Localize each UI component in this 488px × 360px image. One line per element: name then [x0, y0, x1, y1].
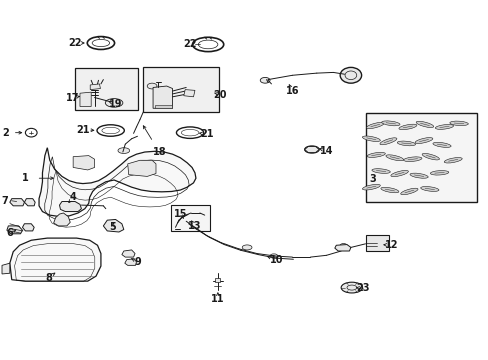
- Text: 13: 13: [188, 221, 202, 231]
- Ellipse shape: [385, 155, 403, 161]
- Ellipse shape: [147, 83, 157, 89]
- Polygon shape: [54, 213, 70, 226]
- Bar: [75, 68, 138, 110]
- Ellipse shape: [339, 243, 347, 249]
- Polygon shape: [10, 199, 24, 206]
- Text: 19: 19: [108, 99, 122, 109]
- Polygon shape: [22, 224, 34, 231]
- Text: 2: 2: [2, 128, 9, 138]
- Polygon shape: [2, 263, 10, 274]
- Bar: [170, 205, 209, 231]
- Ellipse shape: [421, 153, 439, 160]
- Text: 9: 9: [134, 257, 141, 267]
- Ellipse shape: [390, 170, 407, 177]
- Ellipse shape: [341, 282, 362, 293]
- Polygon shape: [304, 147, 319, 153]
- Ellipse shape: [381, 121, 399, 126]
- Polygon shape: [215, 278, 220, 282]
- Ellipse shape: [380, 187, 398, 193]
- Text: 11: 11: [211, 294, 224, 304]
- Polygon shape: [103, 220, 123, 232]
- Bar: [365, 113, 476, 202]
- Ellipse shape: [443, 158, 461, 163]
- Ellipse shape: [118, 148, 129, 153]
- Text: 7: 7: [1, 196, 8, 206]
- Polygon shape: [60, 202, 81, 212]
- Ellipse shape: [403, 157, 421, 162]
- Text: 6: 6: [6, 228, 13, 238]
- Ellipse shape: [242, 245, 251, 250]
- Text: 1: 1: [22, 173, 29, 183]
- Ellipse shape: [429, 171, 448, 175]
- Ellipse shape: [362, 184, 380, 190]
- Ellipse shape: [396, 141, 415, 146]
- Ellipse shape: [420, 186, 438, 192]
- Polygon shape: [73, 156, 94, 170]
- Ellipse shape: [260, 77, 269, 83]
- Ellipse shape: [362, 136, 380, 141]
- Ellipse shape: [398, 124, 416, 130]
- Ellipse shape: [434, 125, 453, 129]
- Text: 8: 8: [45, 273, 52, 283]
- Polygon shape: [24, 199, 35, 206]
- Text: 18: 18: [152, 147, 166, 157]
- Text: 17: 17: [66, 93, 80, 103]
- Ellipse shape: [449, 121, 468, 126]
- Text: 5: 5: [108, 222, 115, 231]
- Bar: [143, 67, 219, 112]
- Ellipse shape: [414, 138, 432, 144]
- Text: 12: 12: [384, 240, 398, 250]
- Text: 20: 20: [213, 90, 226, 100]
- Text: 4: 4: [70, 192, 76, 202]
- Text: 15: 15: [173, 209, 187, 219]
- Polygon shape: [39, 148, 196, 217]
- Ellipse shape: [366, 122, 383, 129]
- Text: 14: 14: [319, 145, 333, 156]
- Polygon shape: [80, 92, 91, 107]
- Text: 10: 10: [269, 255, 283, 265]
- Ellipse shape: [269, 254, 277, 258]
- Polygon shape: [90, 84, 100, 90]
- Ellipse shape: [366, 152, 385, 157]
- Ellipse shape: [340, 67, 361, 83]
- Ellipse shape: [409, 173, 427, 178]
- Polygon shape: [153, 86, 172, 108]
- Text: 3: 3: [368, 174, 375, 184]
- Text: 21: 21: [76, 125, 89, 135]
- Ellipse shape: [379, 138, 396, 145]
- Ellipse shape: [181, 217, 191, 223]
- Text: 21: 21: [200, 129, 213, 139]
- Polygon shape: [122, 250, 135, 257]
- Text: 22: 22: [183, 40, 197, 49]
- Text: 23: 23: [355, 283, 368, 293]
- Text: 22: 22: [68, 38, 81, 48]
- Ellipse shape: [432, 142, 450, 147]
- Text: 16: 16: [285, 86, 299, 96]
- Ellipse shape: [415, 121, 433, 127]
- Polygon shape: [154, 105, 171, 108]
- Polygon shape: [127, 160, 156, 176]
- Polygon shape: [7, 226, 22, 234]
- Polygon shape: [124, 259, 136, 265]
- Ellipse shape: [105, 99, 122, 107]
- Polygon shape: [183, 90, 195, 97]
- Ellipse shape: [400, 188, 417, 195]
- Polygon shape: [334, 244, 350, 251]
- Bar: [365, 235, 388, 251]
- Ellipse shape: [304, 146, 319, 153]
- Ellipse shape: [371, 169, 389, 174]
- Polygon shape: [10, 238, 101, 281]
